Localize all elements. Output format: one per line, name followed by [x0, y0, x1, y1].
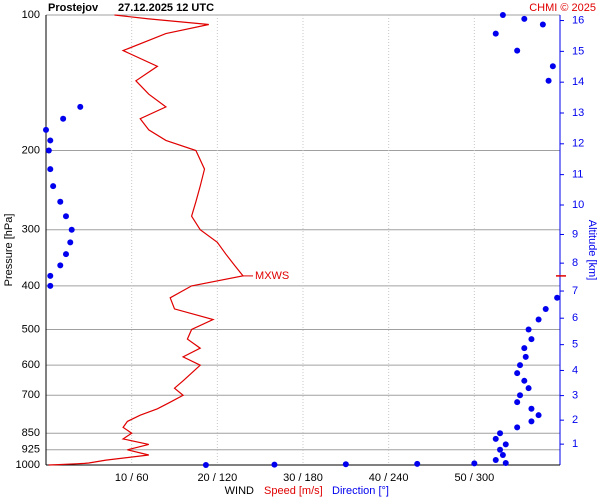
- direction-point: [45, 147, 52, 154]
- direction-point: [471, 460, 478, 467]
- direction-point: [502, 441, 509, 448]
- direction-point: [47, 272, 54, 279]
- direction-point: [57, 262, 64, 269]
- direction-point: [57, 198, 64, 205]
- direction-point: [514, 424, 521, 431]
- x-tick-label: 10 / 60: [115, 472, 149, 484]
- y-tick-label: 400: [22, 280, 40, 292]
- x-axis-label: WIND: [225, 485, 254, 497]
- direction-point: [62, 251, 69, 258]
- direction-point: [342, 461, 349, 468]
- direction-point: [542, 305, 549, 312]
- direction-point: [43, 126, 49, 133]
- y2-tick-label: 10: [572, 199, 584, 211]
- speed-line: [48, 14, 245, 466]
- direction-point: [62, 213, 69, 220]
- direction-point: [521, 377, 528, 384]
- direction-point: [522, 353, 529, 360]
- direction-point: [499, 12, 506, 18]
- y2-tick-label: 8: [572, 257, 578, 269]
- direction-point: [514, 399, 521, 406]
- y-axis-label: Pressure [hPa]: [3, 214, 15, 287]
- y2-tick-label: 6: [572, 312, 578, 324]
- direction-point: [535, 412, 542, 419]
- direction-point: [497, 430, 504, 437]
- y2-tick-label: 14: [572, 76, 584, 88]
- direction-point: [549, 63, 556, 70]
- direction-point: [517, 392, 524, 399]
- y-tick-label: 200: [22, 144, 40, 156]
- chart-title: Prostejov: [48, 2, 99, 14]
- x-tick-label: 20 / 120: [197, 472, 237, 484]
- direction-point: [528, 418, 535, 425]
- direction-point: [545, 77, 552, 84]
- x-tick-label: 50 / 300: [454, 472, 494, 484]
- direction-point: [47, 166, 54, 173]
- y-tick-label: 600: [22, 359, 40, 371]
- x-tick-label: 40 / 240: [369, 472, 409, 484]
- y2-tick-label: 11: [572, 169, 583, 181]
- y-tick-label: 1000: [16, 459, 40, 471]
- direction-point: [539, 21, 546, 28]
- y2-tick-label: 16: [572, 14, 584, 26]
- direction-point: [67, 239, 74, 246]
- x-tick-label: 30 / 180: [283, 472, 323, 484]
- direction-point: [414, 460, 421, 467]
- y2-tick-label: 2: [572, 414, 578, 426]
- legend-direction: Direction [°]: [332, 485, 389, 497]
- direction-point: [50, 183, 57, 190]
- direction-point: [514, 370, 521, 377]
- direction-point: [528, 336, 535, 343]
- annotation: MXWS: [255, 270, 289, 282]
- direction-point: [528, 405, 535, 412]
- direction-point: [535, 316, 542, 323]
- y2-tick-label: 4: [572, 364, 578, 376]
- direction-point: [525, 385, 532, 392]
- y2-tick-label: 7: [572, 285, 578, 297]
- y2-tick-label: 3: [572, 390, 578, 402]
- direction-point: [68, 226, 75, 233]
- credit: CHMI © 2025: [529, 2, 596, 14]
- y-tick-label: 300: [22, 224, 40, 236]
- direction-point: [271, 461, 278, 468]
- y-tick-label: 700: [22, 389, 40, 401]
- y2-tick-label: 1: [572, 438, 578, 450]
- y2-tick-label: 9: [572, 228, 578, 240]
- y2-axis-label: Altitude [km]: [586, 220, 598, 281]
- direction-point: [60, 115, 67, 122]
- y2-tick-label: 12: [572, 138, 584, 150]
- direction-point: [77, 103, 84, 110]
- y-tick-label: 925: [22, 444, 40, 456]
- y2-tick-label: 15: [572, 45, 584, 57]
- direction-point: [517, 362, 524, 369]
- y2-tick-label: 5: [572, 339, 578, 351]
- direction-point: [497, 446, 504, 453]
- direction-point: [492, 457, 499, 464]
- direction-point: [202, 462, 209, 468]
- y-tick-label: 100: [22, 9, 40, 21]
- y2-tick-label: 13: [572, 107, 584, 119]
- direction-point: [525, 326, 532, 333]
- direction-point: [554, 294, 561, 301]
- direction-point: [499, 451, 506, 458]
- direction-point: [521, 345, 528, 352]
- legend-speed: Speed [m/s]: [264, 485, 323, 497]
- direction-point: [492, 30, 499, 37]
- direction-point: [47, 282, 54, 289]
- direction-point: [47, 137, 54, 144]
- direction-point: [521, 15, 528, 22]
- y-tick-label: 850: [22, 427, 40, 439]
- y-tick-label: 500: [22, 323, 40, 335]
- direction-point: [502, 460, 509, 467]
- direction-point: [492, 435, 499, 442]
- chart-subtitle: 27.12.2025 12 UTC: [118, 2, 214, 14]
- direction-point: [514, 47, 521, 54]
